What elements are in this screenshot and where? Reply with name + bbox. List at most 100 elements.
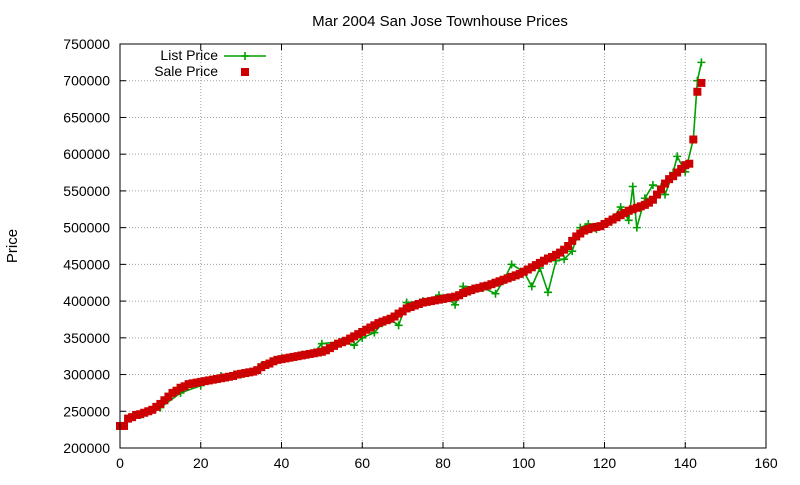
list-price-point [394, 321, 403, 330]
x-tick-label: 80 [435, 455, 451, 471]
legend-label-list-price: List Price [160, 47, 218, 63]
sale-price-point [487, 280, 496, 289]
list-price-point [632, 223, 641, 232]
sale-price-point [507, 272, 516, 281]
y-tick-label: 300000 [63, 367, 110, 383]
sale-price-point [471, 284, 480, 293]
sale-price-point [237, 369, 246, 378]
sale-price-point [535, 258, 544, 267]
sale-price-point [499, 275, 508, 284]
list-price-point [370, 328, 379, 337]
sale-price-point [616, 211, 625, 220]
sale-price-point [600, 219, 609, 228]
sale-price-point [212, 374, 221, 383]
sale-price-point [447, 293, 456, 302]
sale-price-point [124, 414, 133, 423]
sale-price-point [334, 339, 343, 348]
series-layer [116, 58, 706, 430]
sale-price-point [350, 332, 359, 341]
sale-price-point [233, 370, 242, 379]
x-tick-label: 160 [754, 455, 778, 471]
sale-price-point [459, 289, 468, 298]
list-price-point [673, 152, 682, 161]
y-axis-label: Price [4, 229, 21, 263]
legend: List Price Sale Price [154, 47, 266, 79]
sale-price-point [342, 336, 351, 345]
list-price-point [350, 341, 359, 350]
sale-price-point [652, 190, 661, 199]
y-tick-label: 350000 [63, 330, 110, 346]
sale-price-point [422, 297, 431, 306]
sale-price-point [572, 232, 581, 241]
sale-price-point [301, 350, 310, 359]
sale-price-point [366, 323, 375, 332]
sale-price-point [188, 379, 197, 388]
y-tick-label: 700000 [63, 73, 110, 89]
y-tick-label: 600000 [63, 146, 110, 162]
sale-price-point [176, 383, 185, 392]
sale-price-point [592, 222, 601, 231]
sale-price-point [281, 354, 290, 363]
list-price-point [451, 300, 460, 309]
y-tick-label: 400000 [63, 293, 110, 309]
sale-price-point [608, 215, 617, 224]
sale-price-point [394, 309, 403, 318]
list-price-point [568, 247, 577, 256]
legend-sample-list-price [224, 52, 266, 60]
sale-price-point [527, 263, 536, 272]
sale-price-point [439, 294, 447, 303]
sale-price-point [657, 185, 666, 194]
ticks: 0 20 40 60 80 100 120 140 160 200000 250000 300000 3… [63, 36, 778, 471]
sale-price-point [596, 222, 605, 231]
y-tick-label: 250000 [63, 403, 110, 419]
sale-price-point [624, 206, 633, 215]
sale-price-point [253, 366, 262, 375]
sale-price-point [604, 217, 613, 226]
sale-price-point [548, 253, 557, 262]
sale-price-point [685, 159, 694, 168]
sale-price-point [677, 164, 686, 173]
sale-price-point [200, 377, 209, 386]
sale-price-point [483, 281, 492, 290]
sale-price-point [463, 287, 472, 296]
sale-price-point [402, 304, 411, 313]
sale-price-point [265, 359, 274, 368]
sale-price-point [539, 256, 548, 265]
sale-price-point [354, 330, 363, 339]
sale-price-point [277, 355, 286, 364]
x-tick-label: 100 [512, 455, 536, 471]
sale-price-point [443, 294, 452, 303]
sale-price-point [317, 347, 326, 356]
sale-price-point [220, 373, 229, 382]
x-tick-label: 0 [116, 455, 124, 471]
sale-price-point [620, 208, 629, 217]
sale-price-point [636, 202, 645, 211]
sale-price-point [552, 250, 561, 259]
sale-price-point [669, 172, 678, 181]
sale-price-point [261, 360, 270, 369]
sale-price-point [564, 242, 573, 250]
sale-price-point [519, 267, 528, 276]
sale-price-point [140, 408, 149, 417]
list-price-point [560, 255, 569, 264]
sale-price-point [329, 341, 338, 350]
sale-price-point [434, 295, 443, 304]
sale-price-point [245, 368, 254, 377]
sale-price-point [144, 407, 153, 416]
sale-price-point [132, 410, 141, 419]
sale-price-point [455, 291, 464, 300]
sale-price-point [216, 374, 225, 383]
y-tick-label: 650000 [63, 109, 110, 125]
sale-price-point [152, 402, 161, 411]
sale-price-point [297, 351, 306, 360]
sale-price-point [588, 223, 597, 232]
sale-price-point [313, 348, 322, 357]
sale-price-point [172, 386, 181, 395]
x-tick-label: 140 [674, 455, 698, 471]
x-tick-label: 60 [354, 455, 370, 471]
sale-price-point [584, 225, 593, 234]
sale-price-point [305, 349, 314, 358]
sale-price-point [644, 198, 653, 207]
sale-price-point [628, 205, 637, 214]
list-price-point [491, 289, 500, 298]
